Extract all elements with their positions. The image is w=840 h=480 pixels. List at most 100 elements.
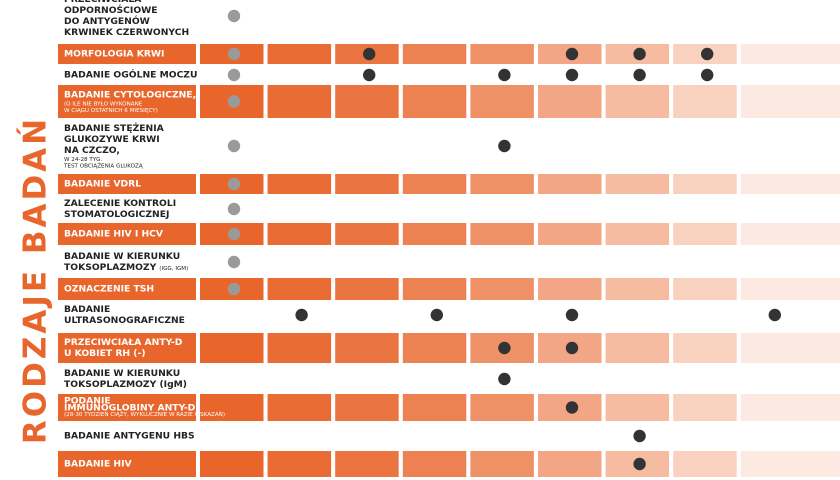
table-row: BADANIE ANTYGENU HBS [64, 429, 646, 443]
row-label-bg [58, 223, 196, 245]
schedule-dot [227, 227, 241, 241]
row-cell-bg [740, 394, 840, 421]
row-cell-bg [335, 451, 399, 477]
row-cell-bg [470, 278, 534, 300]
schedule-dot [227, 255, 241, 269]
table-row: BADANIE CYTOLOGICZNE,(O ILE NIE BYŁO WYK… [58, 85, 840, 118]
schedule-dot [363, 47, 376, 61]
row-label: BADANIE W KIERUNKU [64, 251, 180, 262]
schedule-dot [498, 372, 511, 386]
row-label-note: (28-30 TYDZIEŃ CIĄŻY, WYKLUCZNIE W RAZIE… [64, 411, 225, 418]
row-label-note: (IGG, IGM) [159, 266, 188, 272]
row-cell-bg [673, 174, 737, 194]
row-cell-bg [538, 451, 602, 477]
table-row: BADANIE HIV [58, 451, 840, 477]
row-cell-bg [402, 278, 467, 300]
schedule-dot [565, 401, 579, 414]
schedule-dot [633, 68, 646, 82]
row-label: IMMUNOGLOBINY ANTY-D [64, 402, 196, 413]
row-cell-bg [605, 223, 670, 245]
row-cell-bg [470, 394, 534, 421]
schedule-dot [227, 282, 241, 296]
row-cell-bg [267, 451, 332, 477]
row-cell-bg [740, 451, 840, 477]
row-label: TOKSOPLAZMOZY [64, 262, 157, 273]
row-cell-bg [267, 174, 332, 194]
schedule-dot [227, 202, 241, 216]
table-row: BADANIE HIV I HCV [58, 223, 840, 245]
schedule-dot [295, 308, 308, 322]
row-label: BADANIE HIV I HCV [64, 229, 164, 240]
schedule-dot [498, 68, 511, 82]
row-label: MORFOLOGIA KRWI [64, 49, 164, 60]
row-cell-bg [335, 333, 399, 363]
schedule-dot [227, 68, 241, 82]
row-label-note: TEST OBCIĄŻENIA GLUKOZĄ [63, 162, 143, 169]
table-row: PRZECIWCIAŁAODPORNOŚCIOWEDO ANTYGENÓWKRW… [64, 0, 241, 38]
schedule-dot [633, 47, 646, 61]
row-label-bg [58, 278, 196, 300]
schedule-dot [565, 47, 579, 61]
row-cell-bg [740, 223, 840, 245]
row-cell-bg [267, 394, 332, 421]
row-label: ULTRASONOGRAFICZNE [64, 315, 185, 326]
schedule-dot [363, 68, 376, 82]
row-cell-bg [470, 44, 534, 64]
row-label: STOMATOLOGICZNEJ [64, 209, 169, 220]
row-cell-bg [470, 223, 534, 245]
row-label: KRWINEK CZERWONYCH [64, 27, 189, 38]
row-label-note: W CIĄGU OSTATNICH 6 MIESIĘCY) [64, 108, 158, 114]
schedule-dot [227, 139, 241, 153]
row-cell-bg [402, 223, 467, 245]
row-label: BADANIE CYTOLOGICZNE, [64, 90, 196, 101]
schedule-dot [227, 9, 241, 23]
row-cell-bg [605, 333, 670, 363]
row-label: U KOBIET RH (-) [64, 348, 146, 359]
row-label: ODPORNOŚCIOWE [64, 4, 158, 16]
row-cell-bg [740, 174, 840, 194]
schedule-dot [565, 308, 579, 322]
row-label: BADANIE VDRL [64, 179, 141, 190]
row-cell-bg [538, 278, 602, 300]
row-cell-bg [605, 174, 670, 194]
schedule-dot [227, 177, 241, 191]
row-cell-bg [335, 223, 399, 245]
row-cell-bg [605, 278, 670, 300]
row-cell-bg [402, 394, 467, 421]
row-cell-bg [335, 85, 399, 118]
row-label: GLUKOZYWE KRWI [64, 134, 160, 145]
row-cell-bg [267, 85, 332, 118]
row-label: BADANIE [64, 304, 110, 315]
row-label: PODANIE [64, 395, 111, 406]
row-label-bg [58, 333, 196, 363]
row-label: NA CZCZO, [64, 145, 120, 156]
row-label-bg [58, 451, 196, 477]
row-cell-bg [605, 85, 670, 118]
row-cell-bg [673, 333, 737, 363]
row-label: BADANIE HIV [64, 459, 133, 470]
row-cell-bg [402, 85, 467, 118]
schedule-dot [701, 47, 714, 61]
row-cell-bg [673, 223, 737, 245]
table-row: MORFOLOGIA KRWI [58, 44, 840, 64]
row-cell-bg [470, 174, 534, 194]
row-label: TOKSOPLAZMOZY (IgM) [64, 379, 187, 390]
table-row: PRZECIWCIAŁA ANTY-DU KOBIET RH (-) [58, 333, 840, 363]
row-label: ZALECENIE KONTROLI [64, 198, 176, 209]
row-label: PRZECIWCIAŁA [64, 0, 142, 5]
row-cell-bg [402, 333, 467, 363]
row-cell-bg [605, 394, 670, 421]
row-cell-bg [740, 85, 840, 118]
row-cell-bg [200, 451, 264, 477]
row-label: DO ANTYGENÓW [64, 15, 150, 27]
row-label-note: (O ILE NIE BYŁO WYKONANE [64, 101, 143, 107]
row-cell-bg [470, 451, 534, 477]
row-cell-bg [267, 44, 332, 64]
row-cell-bg [335, 394, 399, 421]
row-cell-bg [740, 278, 840, 300]
schedule-dot [498, 341, 511, 355]
